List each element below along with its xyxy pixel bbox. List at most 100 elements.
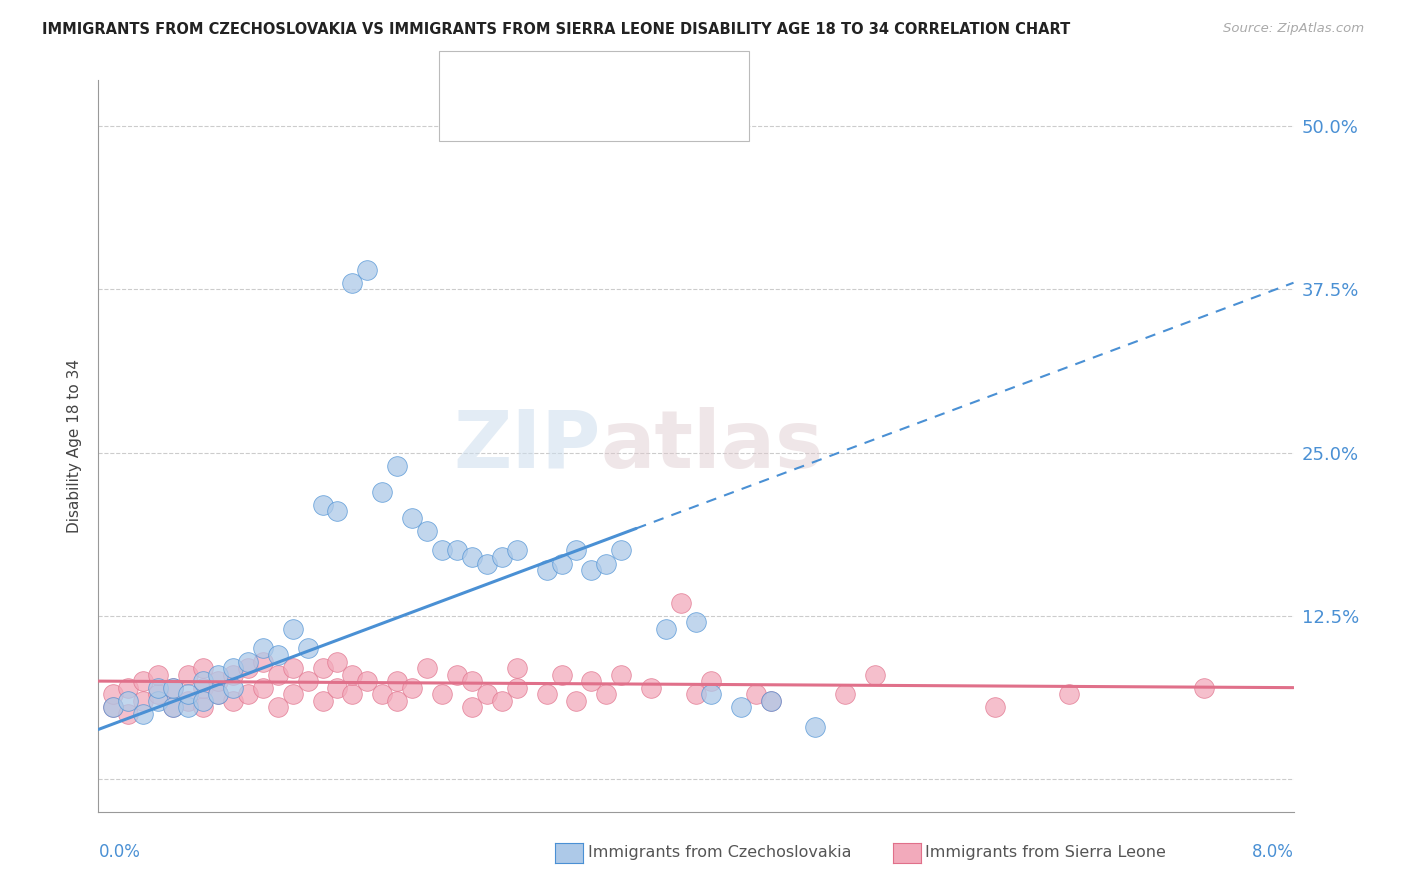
Point xyxy=(342,667,364,681)
Point xyxy=(177,687,200,701)
Point xyxy=(491,549,513,564)
Point xyxy=(371,687,394,701)
Point xyxy=(371,484,394,499)
Point xyxy=(222,667,245,681)
Point xyxy=(595,557,617,571)
Text: 0.0%: 0.0% xyxy=(98,843,141,861)
Text: 65: 65 xyxy=(630,113,652,131)
Point xyxy=(685,687,707,701)
Point xyxy=(834,687,856,701)
Point xyxy=(685,615,707,630)
Point xyxy=(581,563,603,577)
Point xyxy=(132,674,155,689)
Point xyxy=(191,700,214,714)
Point xyxy=(610,667,633,681)
Point xyxy=(461,674,484,689)
Point xyxy=(207,687,229,701)
Point xyxy=(385,674,409,689)
Point xyxy=(177,694,200,708)
Point xyxy=(491,694,513,708)
Point xyxy=(581,674,603,689)
Point xyxy=(669,596,692,610)
Point xyxy=(700,674,723,689)
Point xyxy=(446,667,468,681)
Point xyxy=(132,694,155,708)
Point xyxy=(356,262,378,277)
Point xyxy=(401,511,423,525)
Point xyxy=(475,687,498,701)
Point xyxy=(1192,681,1215,695)
Text: 8.0%: 8.0% xyxy=(1251,843,1294,861)
Point xyxy=(281,687,304,701)
Point xyxy=(655,622,678,636)
Point xyxy=(1059,687,1081,701)
Point xyxy=(804,720,827,734)
Point xyxy=(222,661,245,675)
Point xyxy=(236,687,259,701)
Point xyxy=(222,681,245,695)
Point xyxy=(191,681,214,695)
Point xyxy=(148,694,170,708)
Point xyxy=(252,655,274,669)
Point xyxy=(103,700,125,714)
Y-axis label: Disability Age 18 to 34: Disability Age 18 to 34 xyxy=(67,359,83,533)
Point xyxy=(252,681,274,695)
Point xyxy=(148,667,170,681)
Point xyxy=(191,661,214,675)
Point xyxy=(297,674,319,689)
Point xyxy=(267,700,290,714)
Point xyxy=(759,694,782,708)
Point xyxy=(162,681,184,695)
Point xyxy=(430,687,453,701)
Point xyxy=(162,700,184,714)
Point xyxy=(117,694,139,708)
Point xyxy=(191,674,214,689)
Point xyxy=(550,667,572,681)
Text: N =: N = xyxy=(595,76,643,94)
Point xyxy=(745,687,768,701)
Text: N =: N = xyxy=(595,113,643,131)
Point xyxy=(311,694,333,708)
Point xyxy=(236,655,259,669)
Point xyxy=(117,706,139,721)
Point xyxy=(506,661,529,675)
Text: R =: R = xyxy=(494,113,530,131)
Point xyxy=(385,458,409,473)
Point xyxy=(550,557,572,571)
Point xyxy=(326,681,349,695)
Text: 46: 46 xyxy=(630,76,652,94)
Point xyxy=(983,700,1005,714)
Point xyxy=(506,543,529,558)
Point xyxy=(177,667,200,681)
Point xyxy=(730,700,752,714)
Point xyxy=(863,667,886,681)
Point xyxy=(565,694,588,708)
Point xyxy=(207,674,229,689)
Point xyxy=(281,622,304,636)
Point xyxy=(595,687,617,701)
Point xyxy=(342,276,364,290)
Point xyxy=(103,700,125,714)
Text: Immigrants from Sierra Leone: Immigrants from Sierra Leone xyxy=(925,846,1166,860)
Point xyxy=(385,694,409,708)
Point xyxy=(252,641,274,656)
Point xyxy=(236,661,259,675)
Point xyxy=(267,667,290,681)
Point xyxy=(311,498,333,512)
Point xyxy=(162,681,184,695)
Point xyxy=(103,687,125,701)
Point xyxy=(461,549,484,564)
Text: atlas: atlas xyxy=(600,407,824,485)
Point xyxy=(700,687,723,701)
Point xyxy=(326,504,349,518)
Point xyxy=(416,524,439,538)
Point xyxy=(281,661,304,675)
Point xyxy=(430,543,453,558)
Point xyxy=(610,543,633,558)
Point xyxy=(177,700,200,714)
Text: -0.026: -0.026 xyxy=(533,113,592,131)
Point xyxy=(132,706,155,721)
Point xyxy=(356,674,378,689)
Point xyxy=(475,557,498,571)
Point xyxy=(207,667,229,681)
